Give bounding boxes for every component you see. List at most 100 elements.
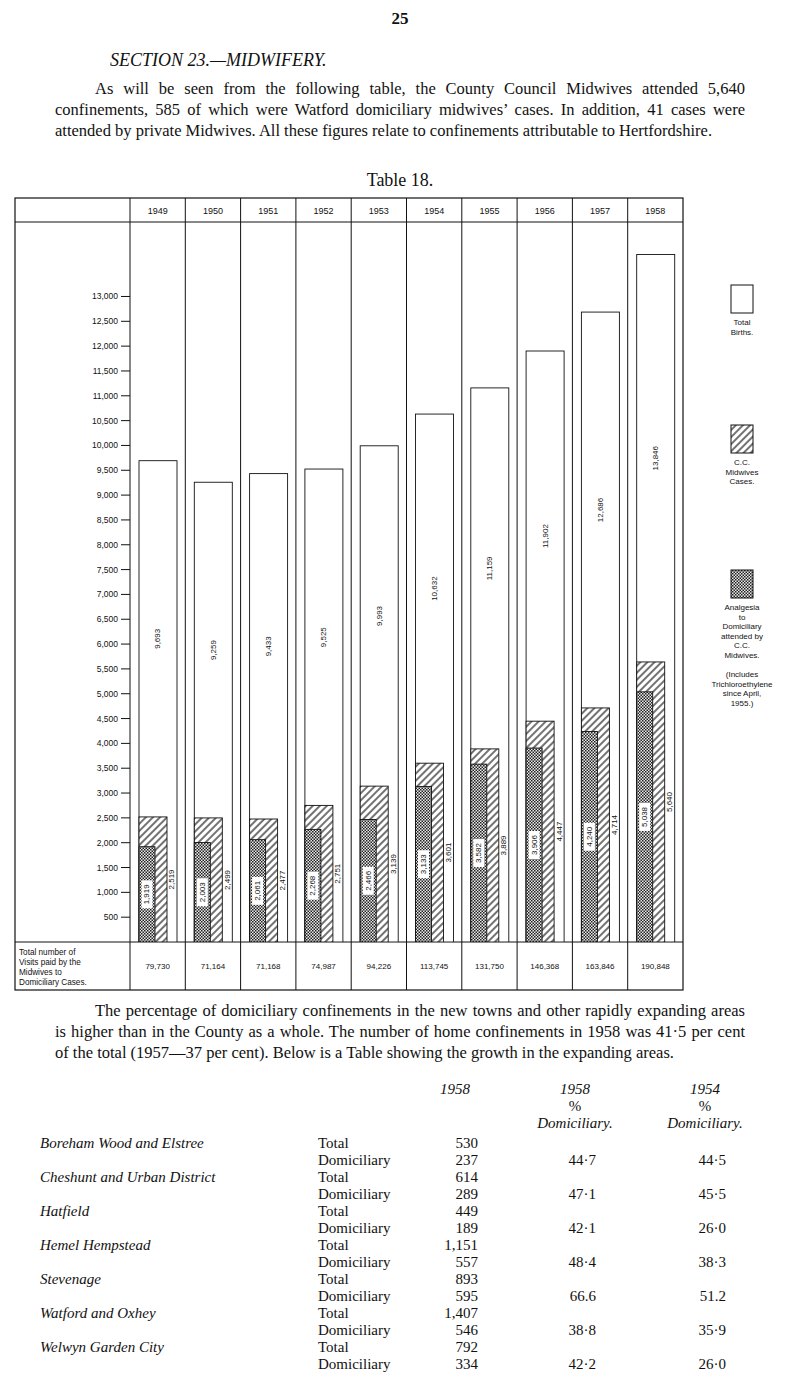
- cell: 595: [456, 1288, 479, 1304]
- table-header-unit: %: [699, 1098, 712, 1114]
- page-number: 25: [392, 9, 409, 28]
- label-backing: [639, 803, 650, 831]
- cell: 38·8: [569, 1322, 597, 1338]
- y-tick-label: 2,000: [97, 838, 119, 848]
- y-tick: [121, 793, 130, 794]
- row-label: Total: [318, 1271, 349, 1287]
- y-tick-label: 12,000: [92, 341, 118, 351]
- row-label: Domiciliary: [318, 1220, 391, 1236]
- legend-label: TotalBirths.: [731, 318, 754, 337]
- visits-value: 71,168: [256, 962, 281, 971]
- row-label: Domiciliary: [318, 1254, 391, 1270]
- data-label: 2,003: [198, 882, 207, 903]
- y-tick-label: 11,500: [93, 366, 119, 376]
- y-tick: [121, 445, 130, 446]
- visits-label-line: Midwives to: [19, 968, 62, 977]
- bar: [416, 414, 454, 942]
- y-tick-label: 8,000: [97, 540, 119, 550]
- legend-label-line: attended by: [721, 632, 763, 641]
- area-name: Boreham Wood and Elstree: [40, 1135, 204, 1151]
- y-tick: [121, 867, 130, 868]
- legend-label-line: Midwives.: [724, 651, 759, 660]
- cell: 237: [456, 1152, 479, 1168]
- y-tick: [121, 644, 130, 645]
- bar: [139, 817, 167, 942]
- year-label: 1954: [424, 206, 444, 216]
- paragraph: The percentage of domiciliary confinemen…: [55, 1000, 745, 1063]
- area-name: Cheshunt and Urban District: [40, 1169, 216, 1185]
- paragraph: As will be seen from the following table…: [55, 78, 745, 141]
- bar: [526, 748, 542, 942]
- bar: [360, 820, 376, 942]
- data-label: 9,693: [154, 628, 163, 649]
- data-label: 3,133: [419, 854, 428, 875]
- y-tick: [121, 619, 130, 620]
- chart-border: [15, 198, 683, 990]
- visits-value: 131,750: [475, 962, 504, 971]
- y-tick: [121, 594, 130, 595]
- bar: [194, 482, 232, 942]
- bar: [360, 446, 398, 942]
- table-header-year: 1958: [560, 1081, 591, 1097]
- data-label: 4,447: [555, 821, 564, 842]
- area-name: Hemel Hempstead: [39, 1237, 151, 1253]
- column-line: [406, 198, 407, 990]
- legend-note-line: 1955.): [731, 699, 754, 708]
- y-tick-label: 13,000: [92, 291, 118, 301]
- bar: [471, 388, 509, 942]
- cell: 42·1: [569, 1220, 597, 1236]
- y-ticks: 5001,0001,5002,0002,5003,0003,5004,0004,…: [92, 291, 130, 922]
- row-label: Total: [318, 1305, 349, 1321]
- label-backing: [197, 878, 208, 906]
- column-line: [572, 198, 573, 990]
- cell: 44·5: [699, 1152, 727, 1168]
- cell: 614: [456, 1169, 479, 1185]
- row-label: Total: [318, 1169, 349, 1185]
- visits-value: 146,368: [530, 962, 559, 971]
- row-label: Domiciliary: [318, 1186, 391, 1202]
- data-label: 3,889: [499, 835, 508, 856]
- data-label: 10,632: [430, 576, 439, 601]
- legend-label-line: Births.: [731, 328, 754, 337]
- column-line: [627, 198, 628, 990]
- bar: [250, 840, 266, 942]
- year-label: 1951: [258, 206, 278, 216]
- visits-value: 74,987: [311, 962, 336, 971]
- cell: 42·2: [569, 1356, 597, 1372]
- column-line: [240, 198, 241, 990]
- column-line: [295, 198, 296, 990]
- year-label: 1950: [203, 206, 223, 216]
- cell: 38·3: [699, 1254, 727, 1270]
- bar: [194, 818, 222, 942]
- y-tick: [121, 917, 130, 918]
- data-label: 2,061: [253, 880, 262, 901]
- data-label: 3,601: [444, 842, 453, 863]
- cell: 35·9: [699, 1322, 727, 1338]
- row-label: Domiciliary: [318, 1152, 391, 1168]
- legend-label-line: Midwives: [726, 468, 759, 477]
- y-tick: [121, 693, 130, 694]
- row-label: Total: [318, 1135, 349, 1151]
- legend-swatch: [731, 425, 753, 453]
- data-label: 2,477: [278, 870, 287, 891]
- row-label: Total: [318, 1339, 349, 1355]
- row-label: Domiciliary: [318, 1356, 391, 1372]
- cell: 893: [456, 1271, 479, 1287]
- label-backing: [363, 867, 374, 895]
- column-line: [461, 198, 462, 990]
- data-label: 13,846: [651, 445, 660, 470]
- cell: 51.2: [700, 1288, 726, 1304]
- data-label: 12,686: [596, 497, 605, 522]
- y-tick: [121, 817, 130, 818]
- visits-value: 113,745: [420, 962, 449, 971]
- data-label: 9,433: [264, 636, 273, 657]
- cell: 334: [456, 1356, 479, 1372]
- year-label: 1958: [645, 206, 665, 216]
- year-label: 1956: [535, 206, 555, 216]
- data-label: 11,902: [541, 524, 550, 548]
- y-tick-label: 5,000: [97, 689, 119, 699]
- y-tick: [121, 321, 130, 322]
- label-backing: [529, 831, 540, 859]
- bar: [194, 843, 210, 942]
- label-backing: [142, 880, 153, 908]
